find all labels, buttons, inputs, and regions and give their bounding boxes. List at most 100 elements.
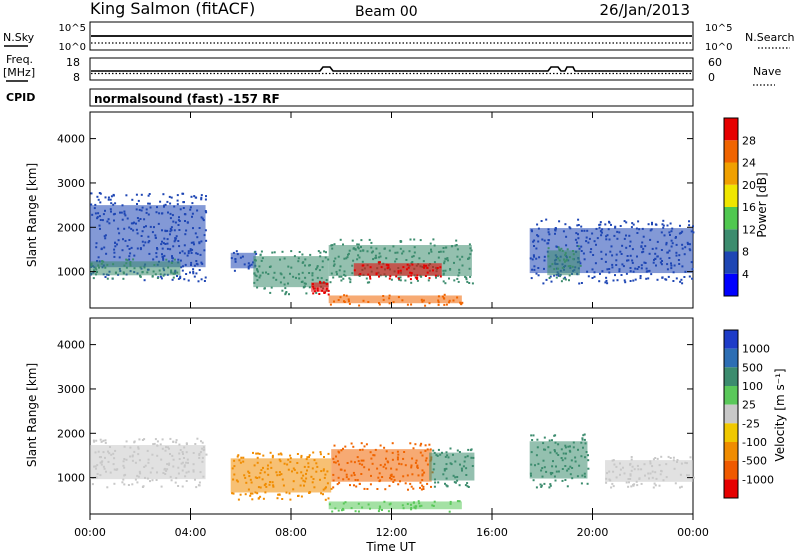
velocity-colorbar: 1000 500 100 25 -25 -100 -500 -1000 — [723, 329, 774, 499]
velocity-colorbar-tick-2: 100 — [742, 380, 763, 393]
freq-label-1: Freq. — [6, 53, 33, 66]
velocity-region-6 — [605, 455, 695, 489]
velocity-ytick-label-0: 1000 — [57, 472, 85, 485]
power-colorbar-tick-1: 8 — [742, 246, 749, 259]
power-colorbar-tick-6: 28 — [742, 134, 756, 147]
velocity-colorbar-label: Velocity [m s⁻¹] — [773, 368, 787, 461]
velocity-colorbar-swatch-4 — [724, 404, 738, 424]
freq-trace — [91, 66, 692, 72]
power-ytick-label-2: 3000 — [57, 177, 85, 190]
nave-tick-top: 60 — [708, 56, 722, 69]
nave-label: Nave — [753, 65, 781, 78]
nsky-tick-top: 10^5 — [59, 23, 86, 34]
power-region-1 — [90, 258, 181, 280]
velocity-y-ticks: 1000 2000 3000 4000 — [57, 339, 693, 485]
power-colorbar-swatch-7 — [724, 118, 738, 141]
velocity-colorbar-swatch-3 — [724, 386, 738, 405]
freq-label-2: [MHz] — [3, 66, 35, 79]
power-ytick-label-3: 4000 — [57, 133, 85, 146]
power-colorbar-label: Power [dB] — [755, 172, 769, 237]
xtick-label-1: 04:00 — [175, 526, 207, 539]
xtick-label-6: 00:00 — [677, 526, 709, 539]
power-region-2 — [230, 250, 258, 272]
power-colorbar-swatch-2 — [724, 229, 738, 252]
velocity-region-4 — [328, 500, 462, 513]
power-region-3 — [253, 250, 330, 296]
velocity-colorbar-swatch-6 — [724, 442, 738, 461]
velocity-colorbar-tick-1: 500 — [742, 361, 763, 374]
nsearch-tick-top: 10^5 — [705, 23, 732, 34]
nsearch-tick-bottom: 10^0 — [705, 42, 732, 53]
power-colorbar-swatch-6 — [724, 140, 738, 163]
velocity-ytick-label-2: 3000 — [57, 383, 85, 396]
velocity-colorbar-tick-4: -25 — [742, 417, 760, 430]
power-colorbar-swatch-0 — [724, 273, 738, 296]
velocity-region-5 — [529, 433, 590, 489]
velocity-heatmap — [90, 433, 695, 513]
power-heatmap — [90, 192, 695, 307]
xtick-label-5: 20:00 — [577, 526, 609, 539]
freq-frame — [89, 57, 694, 81]
power-region-6 — [353, 261, 442, 281]
nsky-label: N.Sky — [3, 31, 35, 44]
nsky-tick-bottom: 10^0 — [59, 42, 86, 53]
freq-tick-bottom: 8 — [73, 71, 80, 84]
velocity-colorbar-swatch-8 — [724, 479, 738, 498]
velocity-colorbar-swatch-0 — [724, 330, 738, 349]
power-ylabel: Slant Range [km] — [25, 163, 39, 267]
velocity-region-0 — [90, 437, 208, 489]
xtick-label-0: 00:00 — [74, 526, 106, 539]
freq-tick-top: 18 — [66, 56, 80, 69]
freq-panel: Freq. [MHz] 18 8 60 0 Nave — [3, 53, 781, 86]
velocity-region-2 — [331, 442, 434, 491]
velocity-colorbar-tick-7: -1000 — [742, 473, 774, 486]
power-colorbar-tick-5: 24 — [742, 157, 756, 170]
velocity-colorbar-swatch-5 — [724, 423, 738, 442]
velocity-region-1 — [230, 451, 333, 501]
nave-tick-bottom: 0 — [708, 71, 715, 84]
power-colorbar-swatch-4 — [724, 184, 738, 207]
nsearch-label: N.Search — [745, 31, 795, 44]
cpid-frame — [89, 88, 694, 107]
power-panel: 1000 2000 3000 4000 Slant Range [km] — [25, 111, 695, 309]
velocity-colorbar-tick-0: 1000 — [742, 343, 770, 356]
xtick-label-2: 08:00 — [275, 526, 307, 539]
station-title: King Salmon (fitACF) — [90, 0, 255, 18]
velocity-colorbar-tick-3: 25 — [742, 399, 756, 412]
velocity-region-3 — [429, 447, 475, 488]
power-ytick-label-0: 1000 — [57, 266, 85, 279]
power-colorbar-tick-0: 4 — [742, 268, 749, 281]
velocity-colorbar-swatch-7 — [724, 460, 738, 480]
date-title: 26/Jan/2013 — [600, 1, 691, 19]
velocity-frame — [89, 317, 694, 515]
velocity-colorbar-swatch-1 — [724, 348, 738, 368]
power-colorbar-tick-4: 20 — [742, 179, 756, 192]
velocity-ylabel: Slant Range [km] — [25, 363, 39, 467]
xtick-label-3: 12:00 — [376, 526, 408, 539]
beam-title: Beam 00 — [355, 4, 418, 20]
power-region-9 — [547, 245, 582, 283]
velocity-panel: 1000 2000 3000 4000 Slant Range [km] — [25, 317, 695, 515]
time-x-axis: 00:00 04:00 08:00 12:00 16:00 20:00 00:00 — [74, 112, 709, 539]
xtick-label-4: 16:00 — [476, 526, 508, 539]
power-region-4 — [311, 281, 330, 296]
power-colorbar-tick-3: 16 — [742, 201, 756, 214]
power-region-8 — [529, 218, 695, 285]
velocity-colorbar-tick-5: -100 — [742, 436, 767, 449]
cpid-text: normalsound (fast) -157 RF — [94, 92, 280, 106]
power-colorbar: 4 8 12 16 20 24 28 — [723, 117, 756, 297]
cpid-label: CPID — [6, 91, 35, 104]
power-ytick-label-1: 2000 — [57, 221, 85, 234]
power-y-ticks: 1000 2000 3000 4000 — [57, 133, 693, 279]
velocity-ytick-label-3: 4000 — [57, 339, 85, 352]
power-colorbar-swatch-1 — [724, 251, 738, 274]
nsky-frame — [89, 21, 694, 51]
nsky-panel: N.Sky 10^5 10^0 10^5 10^0 N.Search — [3, 21, 795, 53]
time-xlabel: Time UT — [365, 540, 416, 554]
power-colorbar-swatch-3 — [724, 207, 738, 230]
velocity-ytick-label-1: 2000 — [57, 427, 85, 440]
power-region-7 — [328, 293, 464, 307]
velocity-colorbar-swatch-2 — [724, 367, 738, 386]
velocity-colorbar-tick-6: -500 — [742, 455, 767, 468]
